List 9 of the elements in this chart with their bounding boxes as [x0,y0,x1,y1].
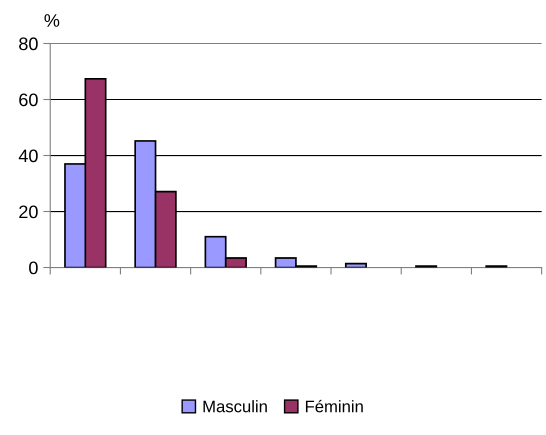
legend-label: Féminin [306,400,363,412]
y-tick-label: 0 [29,261,38,274]
y-tick-label: 20 [19,205,38,218]
bar [344,262,367,268]
y-tick-label: 60 [19,93,38,106]
y-tick-label: 40 [18,149,38,162]
y-tick-label: 80 [19,37,38,50]
legend-label: Masculin [204,400,267,412]
y-axis-title: % [44,14,60,27]
